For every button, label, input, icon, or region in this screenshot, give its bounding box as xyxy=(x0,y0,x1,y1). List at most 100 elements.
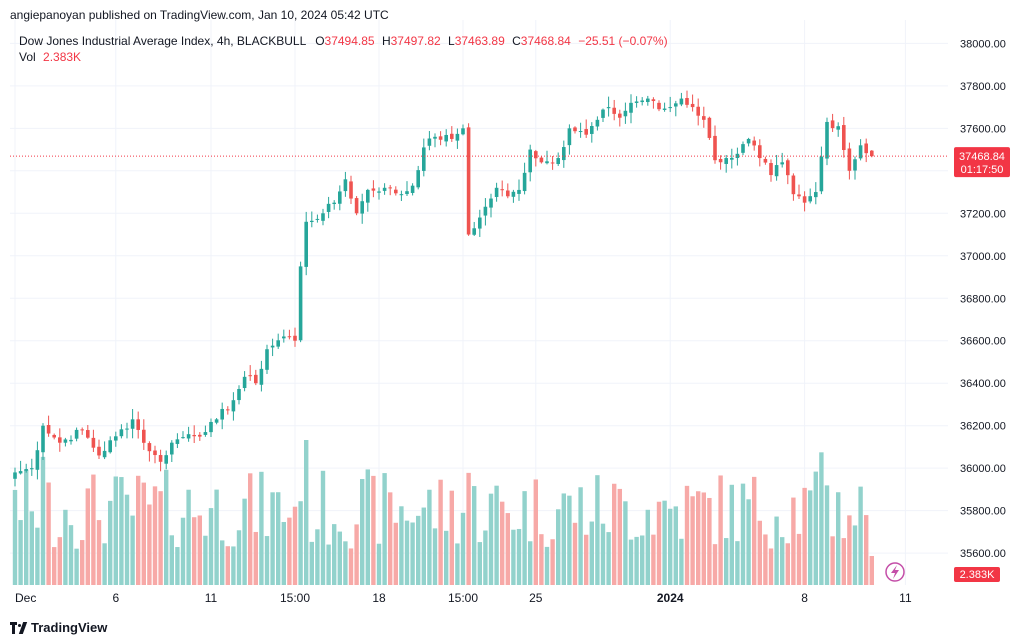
candle-body[interactable] xyxy=(842,125,846,151)
candle-body[interactable] xyxy=(802,196,807,203)
candle-body[interactable] xyxy=(494,187,499,197)
candle-body[interactable] xyxy=(265,349,269,370)
candle-body[interactable] xyxy=(74,429,79,439)
candle-body[interactable] xyxy=(80,429,84,431)
price-axis[interactable]: 38000.0037800.0037600.0037400.0037200.00… xyxy=(960,38,1006,560)
candle-body[interactable] xyxy=(287,336,292,338)
candle-body[interactable] xyxy=(690,103,695,108)
candle-body[interactable] xyxy=(58,437,62,443)
candle-body[interactable] xyxy=(270,345,275,348)
candle-body[interactable] xyxy=(685,98,689,105)
candle-body[interactable] xyxy=(214,419,219,423)
candle-body[interactable] xyxy=(125,428,129,430)
candle-body[interactable] xyxy=(634,101,639,103)
candle-body[interactable] xyxy=(41,425,45,453)
candle-body[interactable] xyxy=(332,202,336,205)
candle-body[interactable] xyxy=(69,439,73,442)
candle-body[interactable] xyxy=(830,120,835,129)
candle-body[interactable] xyxy=(858,145,863,159)
candle-body[interactable] xyxy=(662,108,667,110)
candle-body[interactable] xyxy=(718,158,723,163)
candle-body[interactable] xyxy=(814,192,818,198)
candle-body[interactable] xyxy=(612,107,616,114)
candle-body[interactable] xyxy=(108,440,112,453)
candle-body[interactable] xyxy=(763,158,768,163)
candle-body[interactable] xyxy=(304,221,308,267)
symbol-title[interactable]: Dow Jones Industrial Average Index, 4h, … xyxy=(19,34,306,48)
candle-body[interactable] xyxy=(24,469,28,471)
candle-body[interactable] xyxy=(102,450,107,458)
candle-body[interactable] xyxy=(427,138,432,146)
candle-body[interactable] xyxy=(606,107,611,109)
candle-body[interactable] xyxy=(808,196,812,202)
candle-body[interactable] xyxy=(220,408,224,420)
candle-body[interactable] xyxy=(556,158,560,165)
candle-body[interactable] xyxy=(86,430,90,438)
candle-body[interactable] xyxy=(696,106,700,116)
candle-body[interactable] xyxy=(114,436,118,441)
candle-body[interactable] xyxy=(651,99,656,102)
candle-body[interactable] xyxy=(847,148,852,171)
candle-body[interactable] xyxy=(567,128,572,146)
candle-body[interactable] xyxy=(640,100,644,103)
candle-body[interactable] xyxy=(450,133,454,139)
candle-body[interactable] xyxy=(864,143,868,154)
time-axis[interactable]: Dec 6 11 15:00 18 15:00 25 2024 8 11 xyxy=(15,591,912,605)
candle-body[interactable] xyxy=(181,437,185,439)
candle-body[interactable] xyxy=(769,163,773,176)
candle-body[interactable] xyxy=(248,375,252,377)
candle-body[interactable] xyxy=(13,472,17,479)
candle-body[interactable] xyxy=(511,191,516,197)
candle-body[interactable] xyxy=(853,159,857,171)
candle-body[interactable] xyxy=(741,144,745,153)
candle-body[interactable] xyxy=(870,150,874,157)
candle-body[interactable] xyxy=(730,157,734,160)
candle-body[interactable] xyxy=(746,138,751,144)
candle-body[interactable] xyxy=(534,151,538,159)
candle-body[interactable] xyxy=(657,102,661,110)
candle-body[interactable] xyxy=(506,190,510,197)
candle-body[interactable] xyxy=(63,439,68,443)
candle-body[interactable] xyxy=(321,213,325,221)
candle-body[interactable] xyxy=(293,335,297,341)
candle-body[interactable] xyxy=(517,189,521,194)
candle-body[interactable] xyxy=(276,340,280,347)
candle-body[interactable] xyxy=(707,117,712,138)
candle-body[interactable] xyxy=(713,135,717,161)
candle-body[interactable] xyxy=(550,162,555,164)
candle-body[interactable] xyxy=(136,419,140,430)
candle-body[interactable] xyxy=(466,127,471,235)
candle-body[interactable] xyxy=(119,429,124,437)
candle-body[interactable] xyxy=(797,194,801,197)
candle-body[interactable] xyxy=(590,126,594,134)
candle-body[interactable] xyxy=(819,156,824,192)
candle-body[interactable] xyxy=(91,437,96,448)
candle-body[interactable] xyxy=(394,189,398,194)
candle-body[interactable] xyxy=(584,129,588,135)
candle-body[interactable] xyxy=(130,419,135,429)
candle-body[interactable] xyxy=(438,136,443,140)
candle-body[interactable] xyxy=(259,368,264,385)
candle-body[interactable] xyxy=(646,98,650,103)
candle-body[interactable] xyxy=(349,181,353,199)
candle-body[interactable] xyxy=(573,127,577,132)
lightning-icon[interactable] xyxy=(885,562,905,582)
candle-body[interactable] xyxy=(242,376,247,389)
candle-body[interactable] xyxy=(679,98,684,105)
candle-body[interactable] xyxy=(758,145,762,159)
candle-body[interactable] xyxy=(433,136,437,139)
candle-body[interactable] xyxy=(388,187,392,189)
candle-body[interactable] xyxy=(735,153,740,159)
candle-body[interactable] xyxy=(46,425,51,434)
candle-body[interactable] xyxy=(326,203,331,212)
candle-body[interactable] xyxy=(237,388,241,401)
candle-body[interactable] xyxy=(35,450,40,470)
candle-body[interactable] xyxy=(623,110,628,117)
candle-body[interactable] xyxy=(702,116,706,120)
candle-body[interactable] xyxy=(97,446,101,456)
candle-body[interactable] xyxy=(315,218,320,220)
candle-body[interactable] xyxy=(147,443,152,452)
candle-body[interactable] xyxy=(629,102,633,113)
candle-body[interactable] xyxy=(422,147,426,171)
candle-body[interactable] xyxy=(578,131,583,133)
